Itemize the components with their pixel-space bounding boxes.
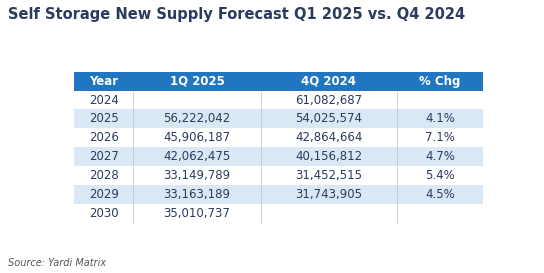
FancyBboxPatch shape (261, 147, 397, 166)
FancyBboxPatch shape (75, 185, 133, 204)
Text: Self Storage New Supply Forecast Q1 2025 vs. Q4 2024: Self Storage New Supply Forecast Q1 2025… (8, 7, 465, 22)
Text: 45,906,187: 45,906,187 (163, 131, 231, 144)
FancyBboxPatch shape (75, 109, 133, 128)
Text: 4.7%: 4.7% (425, 150, 455, 163)
FancyBboxPatch shape (133, 204, 261, 223)
Text: 7.1%: 7.1% (425, 131, 455, 144)
FancyBboxPatch shape (133, 147, 261, 166)
FancyBboxPatch shape (261, 128, 397, 147)
FancyBboxPatch shape (261, 204, 397, 223)
Text: 42,062,475: 42,062,475 (163, 150, 231, 163)
FancyBboxPatch shape (75, 128, 133, 147)
FancyBboxPatch shape (133, 185, 261, 204)
Text: 4.1%: 4.1% (425, 112, 455, 126)
FancyBboxPatch shape (397, 109, 483, 128)
Text: 31,743,905: 31,743,905 (295, 188, 362, 201)
Text: 54,025,574: 54,025,574 (295, 112, 362, 126)
Text: Year: Year (89, 75, 119, 88)
Text: Source: Yardi Matrix: Source: Yardi Matrix (8, 257, 106, 268)
FancyBboxPatch shape (397, 185, 483, 204)
FancyBboxPatch shape (397, 72, 483, 91)
FancyBboxPatch shape (133, 109, 261, 128)
FancyBboxPatch shape (75, 72, 133, 91)
Text: 42,864,664: 42,864,664 (295, 131, 362, 144)
Text: 2026: 2026 (89, 131, 119, 144)
FancyBboxPatch shape (261, 185, 397, 204)
FancyBboxPatch shape (133, 91, 261, 109)
FancyBboxPatch shape (133, 128, 261, 147)
Text: 2030: 2030 (89, 207, 119, 220)
FancyBboxPatch shape (133, 166, 261, 185)
FancyBboxPatch shape (261, 109, 397, 128)
FancyBboxPatch shape (75, 147, 133, 166)
Text: 1Q 2025: 1Q 2025 (170, 75, 225, 88)
FancyBboxPatch shape (261, 91, 397, 109)
Text: 2024: 2024 (89, 94, 119, 106)
Text: 2028: 2028 (89, 169, 119, 182)
Text: 33,149,789: 33,149,789 (163, 169, 231, 182)
FancyBboxPatch shape (133, 72, 261, 91)
Text: 2029: 2029 (89, 188, 119, 201)
Text: 4Q 2024: 4Q 2024 (301, 75, 356, 88)
FancyBboxPatch shape (397, 204, 483, 223)
Text: % Chg: % Chg (419, 75, 461, 88)
Text: 31,452,515: 31,452,515 (295, 169, 362, 182)
Text: 4.5%: 4.5% (425, 188, 455, 201)
Text: 56,222,042: 56,222,042 (163, 112, 231, 126)
FancyBboxPatch shape (397, 91, 483, 109)
Text: 2025: 2025 (89, 112, 119, 126)
Text: 40,156,812: 40,156,812 (295, 150, 362, 163)
FancyBboxPatch shape (75, 91, 133, 109)
Text: 5.4%: 5.4% (425, 169, 455, 182)
FancyBboxPatch shape (397, 147, 483, 166)
Text: 61,082,687: 61,082,687 (295, 94, 362, 106)
FancyBboxPatch shape (397, 128, 483, 147)
Text: 2027: 2027 (89, 150, 119, 163)
FancyBboxPatch shape (75, 166, 133, 185)
FancyBboxPatch shape (261, 72, 397, 91)
FancyBboxPatch shape (261, 166, 397, 185)
FancyBboxPatch shape (75, 204, 133, 223)
FancyBboxPatch shape (397, 166, 483, 185)
Text: 33,163,189: 33,163,189 (164, 188, 231, 201)
Text: 35,010,737: 35,010,737 (164, 207, 231, 220)
